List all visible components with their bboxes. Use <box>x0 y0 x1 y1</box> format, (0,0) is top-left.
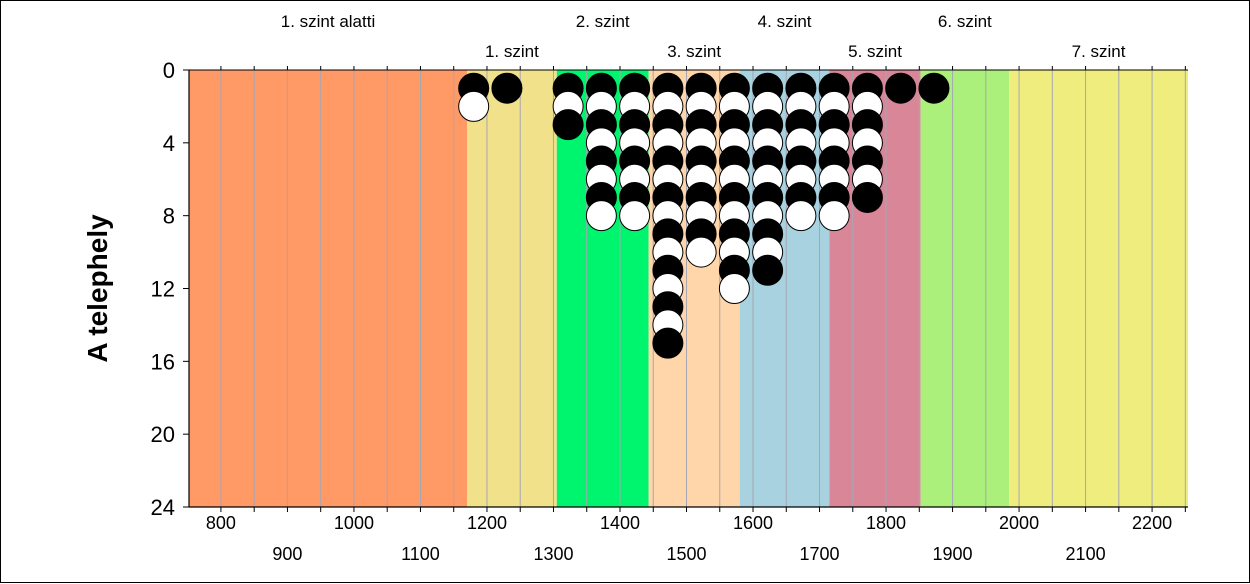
x-tick-label: 1700 <box>800 544 840 564</box>
data-point <box>918 72 950 104</box>
x-tick-label: 1200 <box>467 513 507 533</box>
x-tick-label: 900 <box>272 544 302 564</box>
band-label: 5. szint <box>848 42 902 61</box>
band-label: 7. szint <box>1072 42 1126 61</box>
x-tick-label: 2200 <box>1132 513 1172 533</box>
data-point <box>491 72 523 104</box>
x-tick-label: 1600 <box>733 513 773 533</box>
x-tick-label: 2100 <box>1066 544 1106 564</box>
band-label: 6. szint <box>938 12 992 31</box>
band-1 <box>189 70 468 507</box>
band-label: 1. szint alatti <box>281 12 376 31</box>
band-label: 2. szint <box>576 12 630 31</box>
data-point <box>685 236 717 268</box>
x-tick-label: 1500 <box>666 544 706 564</box>
band-8 <box>1009 70 1188 507</box>
x-tick-label: 1300 <box>533 544 573 564</box>
data-point <box>619 200 651 232</box>
data-point <box>652 327 684 359</box>
data-point <box>785 200 817 232</box>
x-tick-label: 1900 <box>933 544 973 564</box>
data-point <box>585 200 617 232</box>
band-label: 4. szint <box>758 12 812 31</box>
x-tick-label: 1800 <box>866 513 906 533</box>
data-point <box>718 273 750 304</box>
x-tick-label: 1100 <box>401 544 440 564</box>
y-tick-label: 24 <box>151 495 175 520</box>
y-tick-label: 0 <box>163 58 175 83</box>
band-label: 3. szint <box>667 42 721 61</box>
band-7 <box>920 70 1010 507</box>
band-label: 1. szint <box>485 42 539 61</box>
x-tick-label: 1000 <box>334 513 374 533</box>
band-2 <box>467 70 557 507</box>
data-point <box>851 181 883 213</box>
x-tick-label: 800 <box>206 513 236 533</box>
data-point <box>885 72 917 104</box>
data-point <box>458 90 490 122</box>
data-point <box>752 254 784 286</box>
x-tick-label: 1400 <box>600 513 640 533</box>
y-tick-label: 20 <box>151 422 175 447</box>
y-tick-label: 12 <box>151 277 175 302</box>
x-tick-label: 2000 <box>999 513 1039 533</box>
y-tick-label: 16 <box>151 349 175 374</box>
data-point <box>552 109 584 141</box>
y-tick-label: 8 <box>163 204 175 229</box>
y-axis-label: A telephely <box>82 214 113 363</box>
y-tick-label: 4 <box>163 131 175 156</box>
data-point <box>818 200 850 232</box>
